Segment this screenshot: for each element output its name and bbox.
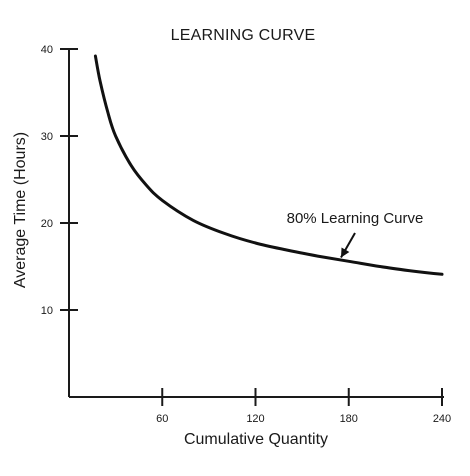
y-tick-label-20: 20	[41, 218, 53, 230]
annotations-group: 80% Learning Curve	[287, 210, 424, 259]
series-line-0	[93, 54, 444, 276]
tick-labels: 60 120 180 240 10 20 30 40	[41, 44, 451, 425]
x-tick-label-60: 60	[156, 413, 168, 425]
y-tick-label-10: 10	[41, 305, 53, 317]
axis-ticks	[60, 48, 443, 406]
chart-title: LEARNING CURVE	[171, 27, 316, 44]
annotation-label-0: 80% Learning Curve	[287, 210, 424, 227]
x-axis-label: Cumulative Quantity	[184, 431, 328, 448]
y-axis-label: Average Time (Hours)	[12, 132, 29, 288]
series-group	[93, 54, 444, 276]
y-tick-label-40: 40	[41, 44, 53, 56]
y-tick-label-30: 30	[41, 131, 53, 143]
x-tick-label-120: 120	[246, 413, 264, 425]
x-tick-label-180: 180	[340, 413, 358, 425]
annotation-arrowhead-0	[340, 247, 350, 258]
x-tick-label-240: 240	[433, 413, 451, 425]
